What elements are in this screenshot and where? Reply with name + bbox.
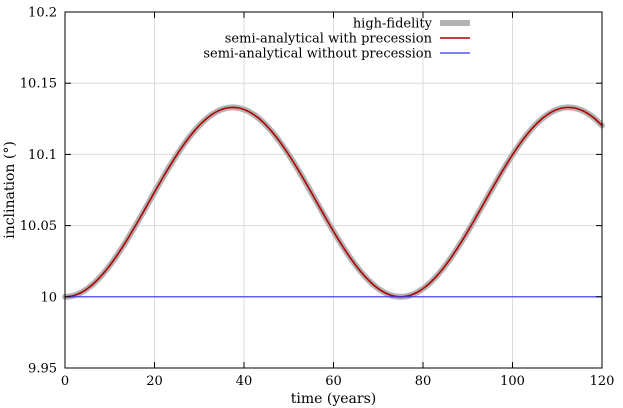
grid	[64, 11, 603, 369]
x-tick-label: 100	[500, 374, 525, 389]
y-tick-label: 10	[40, 290, 57, 305]
x-axis-label: time (years)	[291, 391, 376, 407]
x-tick-label: 120	[590, 374, 615, 389]
legend-label: semi-analytical with precession	[225, 32, 433, 47]
series-line-semi-analytical-with-precession	[64, 106, 603, 298]
x-tick-label: 60	[325, 374, 342, 389]
x-tick-label: 0	[61, 374, 69, 389]
legend-label: high-fidelity	[353, 17, 433, 32]
y-tick-label: 10.2	[28, 6, 57, 21]
x-tick-label: 40	[236, 374, 253, 389]
y-axis-label: inclination (°)	[2, 141, 18, 239]
legend-label: semi-analytical without precession	[203, 47, 432, 62]
x-tick-label: 20	[146, 374, 163, 389]
ticks: 0 20 40 60 80 100 120 9.95 10 10.05 10.1 10.15 10.2	[20, 6, 615, 390]
y-tick-label: 9.95	[28, 362, 57, 377]
series-layer	[62, 104, 605, 300]
y-tick-label: 10.15	[20, 77, 57, 92]
y-tick-label: 10.05	[20, 219, 57, 234]
y-tick-label: 10.1	[28, 148, 57, 163]
x-tick-label: 80	[415, 374, 432, 389]
